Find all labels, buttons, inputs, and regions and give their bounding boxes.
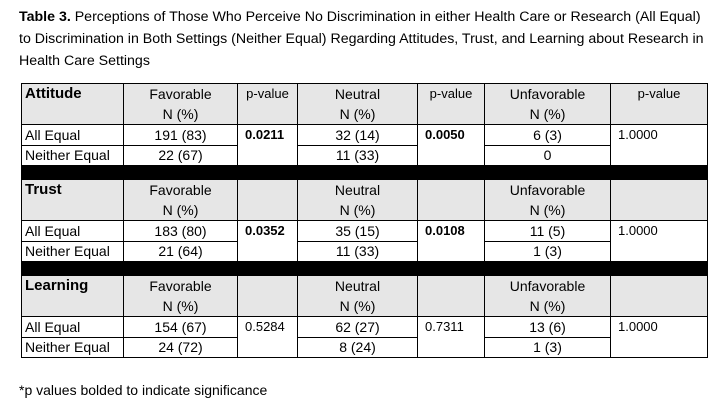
neutral-header: Neutral: [297, 83, 418, 104]
neutral-p-value: 0.7311: [417, 316, 485, 358]
empty-cell: [610, 200, 708, 221]
row-label-all-equal: All Equal: [21, 220, 124, 242]
empty-cell: [237, 179, 298, 200]
neutral-p-value: 0.0108: [417, 220, 485, 262]
neutral-header: Neutral: [297, 275, 418, 296]
table-caption: Table 3. Perceptions of Those Who Percei…: [19, 6, 709, 72]
neutral-value: 35 (15): [297, 220, 418, 242]
section-subheader-row: N (%) N (%) N (%): [22, 200, 708, 221]
table-caption-text: Perceptions of Those Who Perceive No Dis…: [19, 9, 704, 69]
empty-cell: [417, 200, 485, 221]
favorable-header: Favorable: [123, 275, 238, 296]
unfavorable-value: 13 (6): [484, 316, 611, 338]
empty-cell: [610, 275, 708, 296]
favorable-value: 183 (80): [123, 220, 238, 242]
unfavorable-header: Unfavorable: [484, 179, 611, 200]
favorable-value: 191 (83): [123, 124, 238, 146]
unfavorable-value: 1 (3): [484, 241, 611, 262]
neutral-value: 11 (33): [297, 145, 418, 166]
row-label-neither-equal: Neither Equal: [21, 241, 124, 262]
favorable-p-value: 0.0352: [237, 220, 298, 262]
empty-cell: [417, 275, 485, 296]
favorable-value: 154 (67): [123, 316, 238, 338]
section-subheader-row: N (%) N (%) N (%): [22, 296, 708, 317]
category-label: Learning: [21, 275, 124, 317]
n-pct-header: N (%): [297, 200, 418, 221]
n-pct-header: N (%): [484, 200, 611, 221]
table-footnote: *p values bolded to indicate significanc…: [19, 382, 268, 398]
empty-cell: [610, 296, 708, 317]
neutral-value: 62 (27): [297, 316, 418, 338]
empty-cell: [417, 296, 485, 317]
empty-cell: [237, 104, 298, 125]
table-row: Neither Equal 22 (67) 11 (33) 0: [21, 145, 708, 166]
favorable-header: Favorable: [123, 83, 238, 104]
n-pct-header: N (%): [297, 104, 418, 125]
favorable-value: 24 (72): [123, 337, 238, 358]
section-subheader-row: N (%) N (%) N (%): [22, 104, 708, 125]
unfavorable-p-value: 1.0000: [610, 220, 708, 262]
section-header-row: Attitude Favorable p-value Neutral p-val…: [21, 83, 708, 125]
neutral-p-value: 0.0050: [417, 124, 485, 166]
row-label-neither-equal: Neither Equal: [21, 337, 124, 358]
empty-cell: [610, 179, 708, 200]
perceptions-table: Attitude Favorable p-value Neutral p-val…: [21, 83, 708, 358]
favorable-value: 22 (67): [123, 145, 238, 166]
category-label: Attitude: [21, 83, 124, 125]
n-pct-header: N (%): [484, 104, 611, 125]
section-header-row: Learning Favorable Neutral Unfavorable: [21, 275, 708, 317]
row-label-neither-equal: Neither Equal: [21, 145, 124, 166]
neutral-value: 32 (14): [297, 124, 418, 146]
empty-cell: [237, 275, 298, 296]
section-divider: [21, 261, 708, 276]
divider-bar: [21, 165, 708, 180]
unfavorable-value: 0: [484, 145, 611, 166]
n-pct-header: N (%): [123, 296, 238, 317]
table-caption-label: Table 3.: [19, 9, 71, 25]
unfavorable-value: 6 (3): [484, 124, 611, 146]
p-value-header: p-value: [610, 83, 708, 104]
empty-cell: [417, 179, 485, 200]
table-row: Neither Equal 21 (64) 11 (33) 1 (3): [21, 241, 708, 262]
table-row: All Equal 154 (67) 0.5284 62 (27) 0.7311…: [21, 316, 708, 358]
unfavorable-p-value: 1.0000: [610, 316, 708, 358]
n-pct-header: N (%): [484, 296, 611, 317]
favorable-header: Favorable: [123, 179, 238, 200]
unfavorable-header: Unfavorable: [484, 275, 611, 296]
unfavorable-header: Unfavorable: [484, 83, 611, 104]
divider-bar: [21, 261, 708, 276]
favorable-p-value: 0.5284: [237, 316, 298, 358]
neutral-header: Neutral: [297, 179, 418, 200]
table-row: Neither Equal 24 (72) 8 (24) 1 (3): [21, 337, 708, 358]
section-divider: [21, 165, 708, 180]
unfavorable-value: 1 (3): [484, 337, 611, 358]
n-pct-header: N (%): [123, 104, 238, 125]
empty-cell: [237, 296, 298, 317]
row-label-all-equal: All Equal: [21, 124, 124, 146]
favorable-value: 21 (64): [123, 241, 238, 262]
section-header-row: Trust Favorable Neutral Unfavorable: [21, 179, 708, 221]
empty-cell: [237, 200, 298, 221]
empty-cell: [417, 104, 485, 125]
table-row: All Equal 191 (83) 0.0211 32 (14) 0.0050…: [21, 124, 708, 166]
unfavorable-p-value: 1.0000: [610, 124, 708, 166]
unfavorable-value: 11 (5): [484, 220, 611, 242]
table-row: All Equal 183 (80) 0.0352 35 (15) 0.0108…: [21, 220, 708, 262]
n-pct-header: N (%): [123, 200, 238, 221]
favorable-p-value: 0.0211: [237, 124, 298, 166]
p-value-header: p-value: [417, 83, 485, 104]
row-label-all-equal: All Equal: [21, 316, 124, 338]
neutral-value: 11 (33): [297, 241, 418, 262]
empty-cell: [610, 104, 708, 125]
neutral-value: 8 (24): [297, 337, 418, 358]
category-label: Trust: [21, 179, 124, 221]
n-pct-header: N (%): [297, 296, 418, 317]
p-value-header: p-value: [237, 83, 298, 104]
